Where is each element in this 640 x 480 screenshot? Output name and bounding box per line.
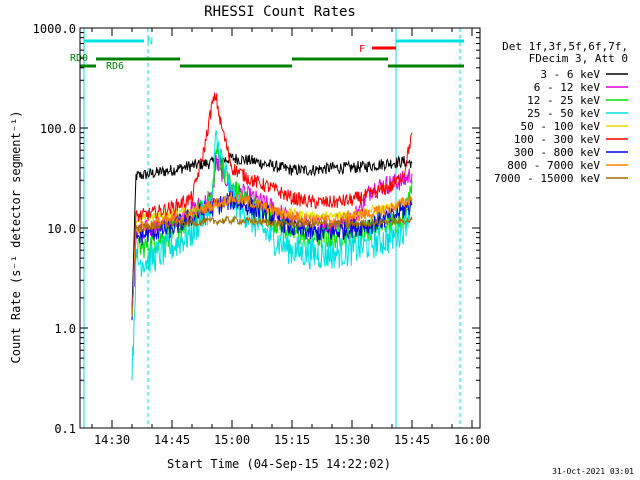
y-tick-label: 10.0 — [47, 222, 76, 236]
y-axis-label: Count Rate (s⁻¹ detector segment⁻¹) — [9, 111, 23, 364]
chart-title: RHESSI Count Rates — [204, 4, 356, 20]
rd0-bar-label: RD0 — [70, 53, 88, 64]
series-line — [131, 92, 413, 321]
series-line — [131, 129, 413, 381]
rd6-bar-label: RD6 — [106, 61, 124, 72]
axes-layer: 14:30 14:45 15:00 15:15 15:30 15:45 16:00 0.1 1.… — [33, 22, 490, 447]
x-tick-label: 15:45 — [394, 433, 430, 447]
y-tick-label: 1000.0 — [33, 22, 76, 36]
x-tick-label: 15:00 — [214, 433, 250, 447]
night-bar-label: N — [147, 36, 153, 47]
legend-header: FDecim 3, Att 0 — [529, 52, 628, 65]
y-tick-label: 0.1 — [54, 422, 76, 436]
x-tick-label: 14:45 — [154, 433, 190, 447]
legend-entry-label: 50 - 100 keV — [521, 120, 601, 133]
series-line — [135, 214, 413, 232]
legend: Det 1f,3f,5f,6f,7f,FDecim 3, Att 0 3 - 6 … — [494, 40, 628, 185]
legend-entry-label: 3 - 6 keV — [540, 68, 600, 81]
legend-entry-label: 100 - 300 keV — [514, 133, 600, 146]
series-layer — [131, 92, 413, 381]
status-bars-layer: N F RD0 RD6 — [70, 36, 464, 72]
y-tick-label: 1.0 — [54, 322, 76, 336]
x-axis-label: Start Time (04-Sep-15 14:22:02) — [167, 457, 391, 471]
legend-header: Det 1f,3f,5f,6f,7f, — [502, 40, 628, 53]
timestamp: 31-Oct-2021 03:01 — [552, 467, 634, 476]
x-tick-label: 15:15 — [274, 433, 310, 447]
legend-entry-label: 12 - 25 keV — [527, 94, 600, 107]
x-tick-label: 15:30 — [334, 433, 370, 447]
legend-entry-label: 7000 - 15000 keV — [494, 172, 600, 185]
legend-entry-label: 6 - 12 keV — [534, 81, 601, 94]
series-line — [131, 192, 413, 317]
series-line — [131, 152, 413, 311]
x-tick-label: 16:00 — [454, 433, 490, 447]
legend-entry-label: 800 - 7000 keV — [507, 159, 600, 172]
x-tick-label: 14:30 — [94, 433, 130, 447]
legend-entry-label: 25 - 50 keV — [527, 107, 600, 120]
legend-entry-label: 300 - 800 keV — [514, 146, 600, 159]
y-tick-label: 100.0 — [40, 122, 76, 136]
flare-bar-label: F — [359, 44, 365, 55]
